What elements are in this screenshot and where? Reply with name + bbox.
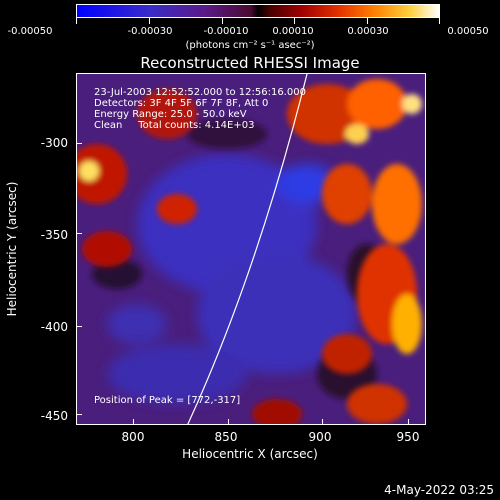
solar-map: [77, 74, 425, 424]
x-tick-label: 950: [396, 430, 420, 444]
colorbar-units: (photons cm⁻² s⁻¹ asec⁻²): [185, 40, 315, 51]
colorbar-label: 0.00050: [447, 26, 489, 37]
plot-annotations: 23-Jul-2003 12:52:52.000 to 12:56:16.000…: [76, 73, 426, 425]
detectors-text: Detectors: 3F 4F 5F 6F 7F 8F, Att 0: [94, 98, 269, 109]
energy-range-text: Energy Range: 25.0 - 50.0 keV: [94, 109, 247, 120]
y-tick: [76, 414, 82, 415]
image-title: Reconstructed RHESSI Image: [140, 54, 360, 72]
footer-date: 4-May-2022 03:25: [384, 483, 494, 497]
image-panel: [76, 73, 426, 425]
colorbar-tick: [76, 18, 77, 24]
peak-position-text: Position of Peak = [772,-317]: [94, 395, 241, 406]
colorbar: [76, 4, 440, 18]
x-tick: [133, 419, 134, 425]
x-tick-label: 850: [214, 430, 238, 444]
x-tick: [408, 419, 409, 425]
colorbar-tick: [439, 18, 440, 24]
y-tick: [76, 326, 82, 327]
y-tick-label: -450: [40, 409, 68, 423]
x-tick: [228, 419, 229, 425]
x-tick-label: 800: [121, 430, 145, 444]
y-tick-label: -300: [40, 136, 68, 150]
x-tick-label: 900: [308, 430, 332, 444]
colorbar-tick: [294, 18, 295, 24]
colorbar-label: -0.00050: [7, 26, 53, 37]
y-tick: [76, 143, 82, 144]
colorbar-tick: [222, 18, 223, 24]
y-axis-title: Heliocentric Y (arcsec): [5, 181, 19, 317]
clean-counts-text: Clean Total counts: 4.14E+03: [94, 120, 255, 131]
time-range-text: 23-Jul-2003 12:52:52.000 to 12:56:16.000: [94, 87, 306, 98]
colorbar-label: -0.00010: [203, 26, 249, 37]
y-tick-label: -350: [40, 228, 68, 242]
x-tick: [322, 419, 323, 425]
y-tick-label: -400: [40, 320, 68, 334]
colorbar-tick: [367, 18, 368, 24]
colorbar-tick: [149, 18, 150, 24]
y-tick: [76, 233, 82, 234]
x-axis-title: Heliocentric X (arcsec): [182, 447, 318, 461]
colorbar-label: 0.00010: [272, 26, 314, 37]
colorbar-label: 0.00030: [347, 26, 389, 37]
colorbar-label: -0.00030: [127, 26, 173, 37]
